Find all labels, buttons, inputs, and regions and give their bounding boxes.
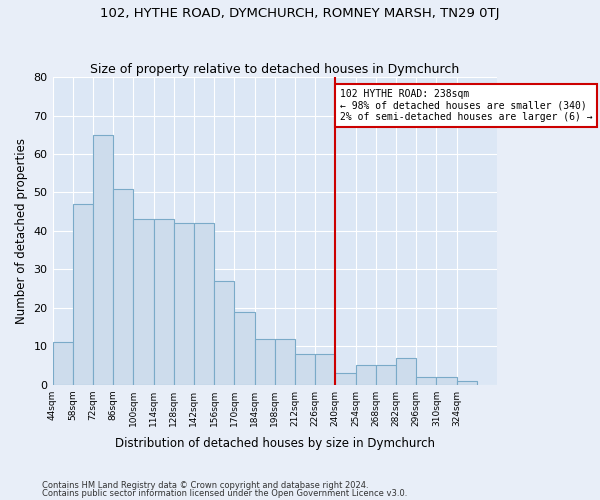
Bar [154, 220, 174, 384]
Y-axis label: Number of detached properties: Number of detached properties [15, 138, 28, 324]
Bar [315, 354, 335, 384]
Title: Size of property relative to detached houses in Dymchurch: Size of property relative to detached ho… [90, 63, 460, 76]
Bar [295, 354, 315, 384]
Bar [194, 223, 214, 384]
Bar [174, 223, 194, 384]
Bar [53, 342, 73, 384]
X-axis label: Distribution of detached houses by size in Dymchurch: Distribution of detached houses by size … [115, 437, 435, 450]
Bar [113, 188, 133, 384]
Text: Contains public sector information licensed under the Open Government Licence v3: Contains public sector information licen… [42, 489, 407, 498]
Bar [436, 377, 457, 384]
Text: 102 HYTHE ROAD: 238sqm
← 98% of detached houses are smaller (340)
2% of semi-det: 102 HYTHE ROAD: 238sqm ← 98% of detached… [340, 88, 592, 122]
Bar [457, 381, 477, 384]
Bar [254, 338, 275, 384]
Bar [214, 281, 235, 384]
Bar [235, 312, 254, 384]
Bar [133, 220, 154, 384]
Bar [335, 373, 356, 384]
Bar [73, 204, 93, 384]
Bar [376, 366, 396, 384]
Bar [356, 366, 376, 384]
Text: 102, HYTHE ROAD, DYMCHURCH, ROMNEY MARSH, TN29 0TJ: 102, HYTHE ROAD, DYMCHURCH, ROMNEY MARSH… [100, 8, 500, 20]
Bar [275, 338, 295, 384]
Bar [396, 358, 416, 384]
Bar [93, 135, 113, 384]
Text: Contains HM Land Registry data © Crown copyright and database right 2024.: Contains HM Land Registry data © Crown c… [42, 480, 368, 490]
Bar [416, 377, 436, 384]
